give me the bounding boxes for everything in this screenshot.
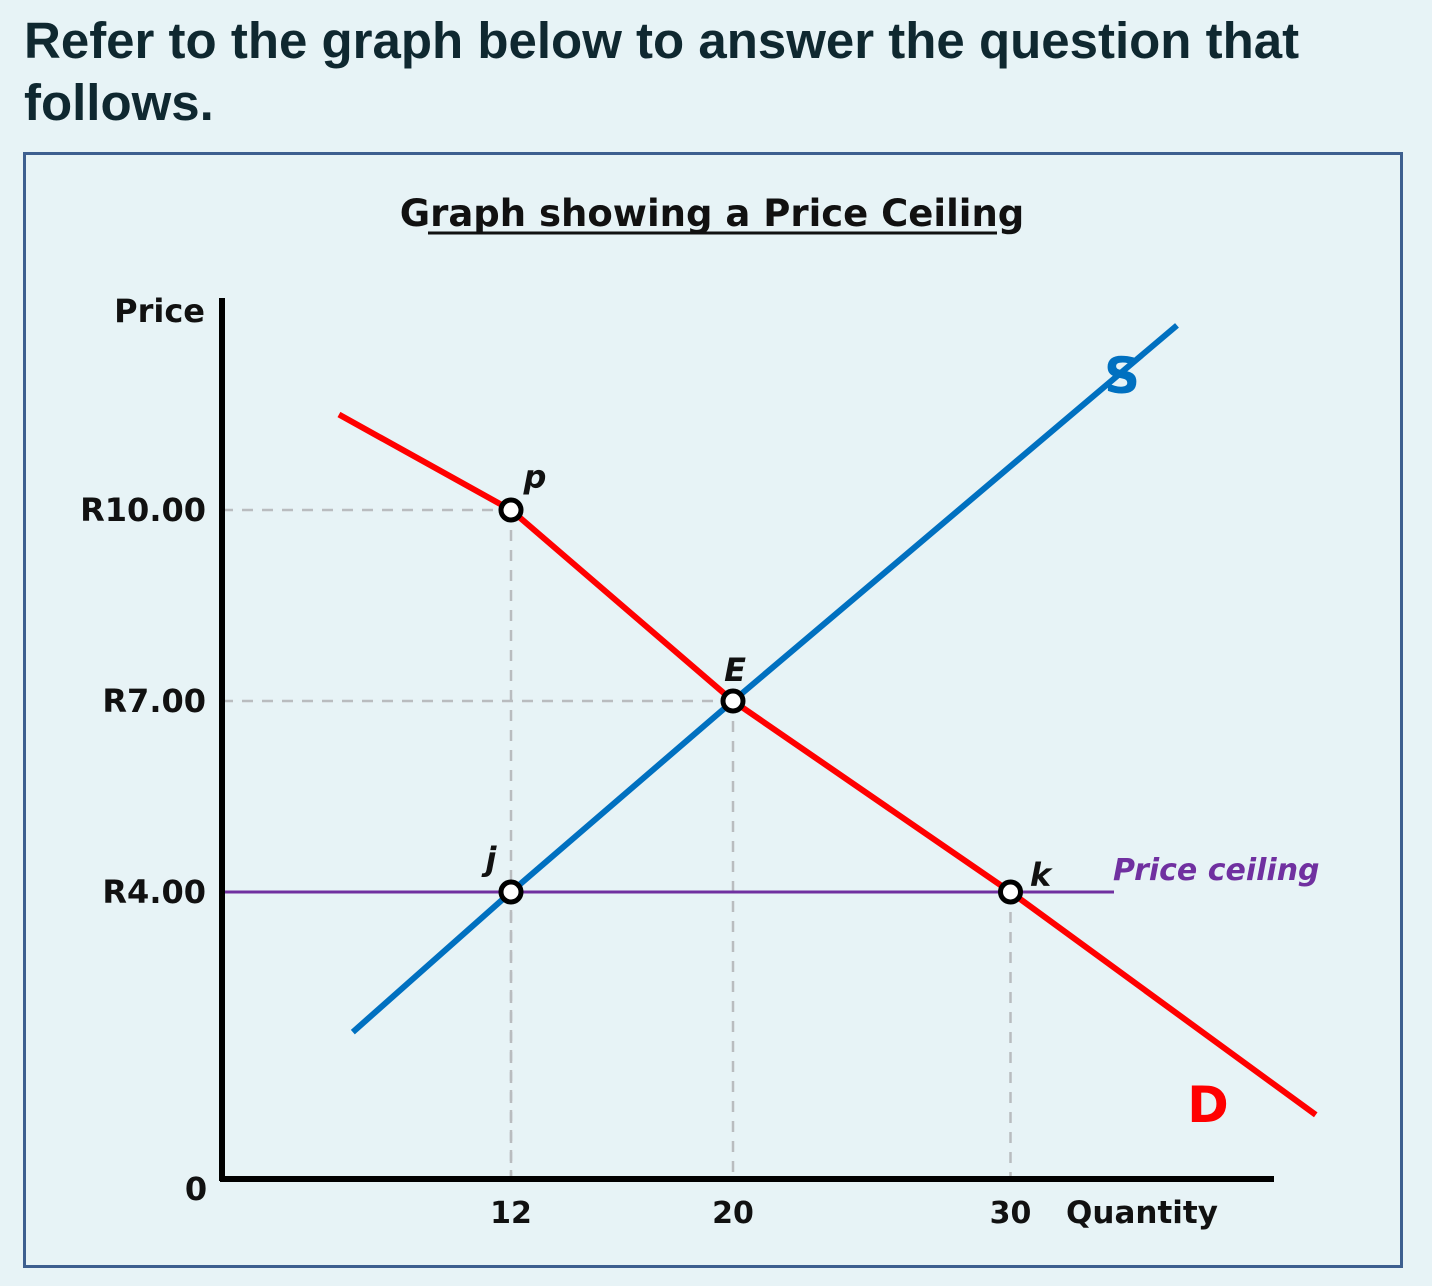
tick-labels: R10.00 R7.00 R4.00 12 20 30 0: [80, 491, 1031, 1231]
price-ceiling-layer: Price ceiling: [222, 853, 1320, 894]
chart-frame: [23, 152, 1403, 1268]
x-tick-label: 30: [990, 1196, 1032, 1231]
question-text: Refer to the graph below to answer the q…: [24, 12, 1300, 131]
y-tick-label: R10.00: [80, 491, 206, 529]
demand-label: D: [1187, 1076, 1229, 1134]
supply-curve: [350, 323, 1179, 1035]
price-ceiling-label: Price ceiling: [1113, 853, 1320, 888]
y-axis-label: Price: [114, 292, 205, 330]
supply-label: S: [1104, 347, 1140, 405]
point-marker-k: [998, 879, 1023, 905]
x-tick-label: 20: [712, 1196, 754, 1231]
point-label-j: j: [481, 840, 498, 878]
y-tick-label: R7.00: [102, 682, 206, 720]
x-tick-label: 12: [490, 1196, 532, 1231]
point-marker-p: [498, 497, 524, 523]
guide-lines: [222, 508, 1012, 1179]
point-marker-j: [498, 879, 524, 905]
point-marker-E: [720, 688, 746, 714]
point-label-k: k: [1030, 856, 1053, 894]
chart-title: Graph showing a Price Ceiling: [400, 192, 1025, 235]
point-markers: p Ej k: [481, 458, 1053, 905]
point-label-E: E: [724, 651, 746, 689]
curves: SD: [337, 323, 1318, 1134]
x-axis-label: Quantity: [1066, 1195, 1218, 1231]
axes: Price Quantity: [114, 292, 1274, 1231]
origin-label: 0: [185, 1170, 207, 1208]
y-tick-label: R4.00: [102, 873, 206, 911]
demand-curve: [337, 411, 1318, 1118]
point-label-p: p: [523, 458, 547, 496]
